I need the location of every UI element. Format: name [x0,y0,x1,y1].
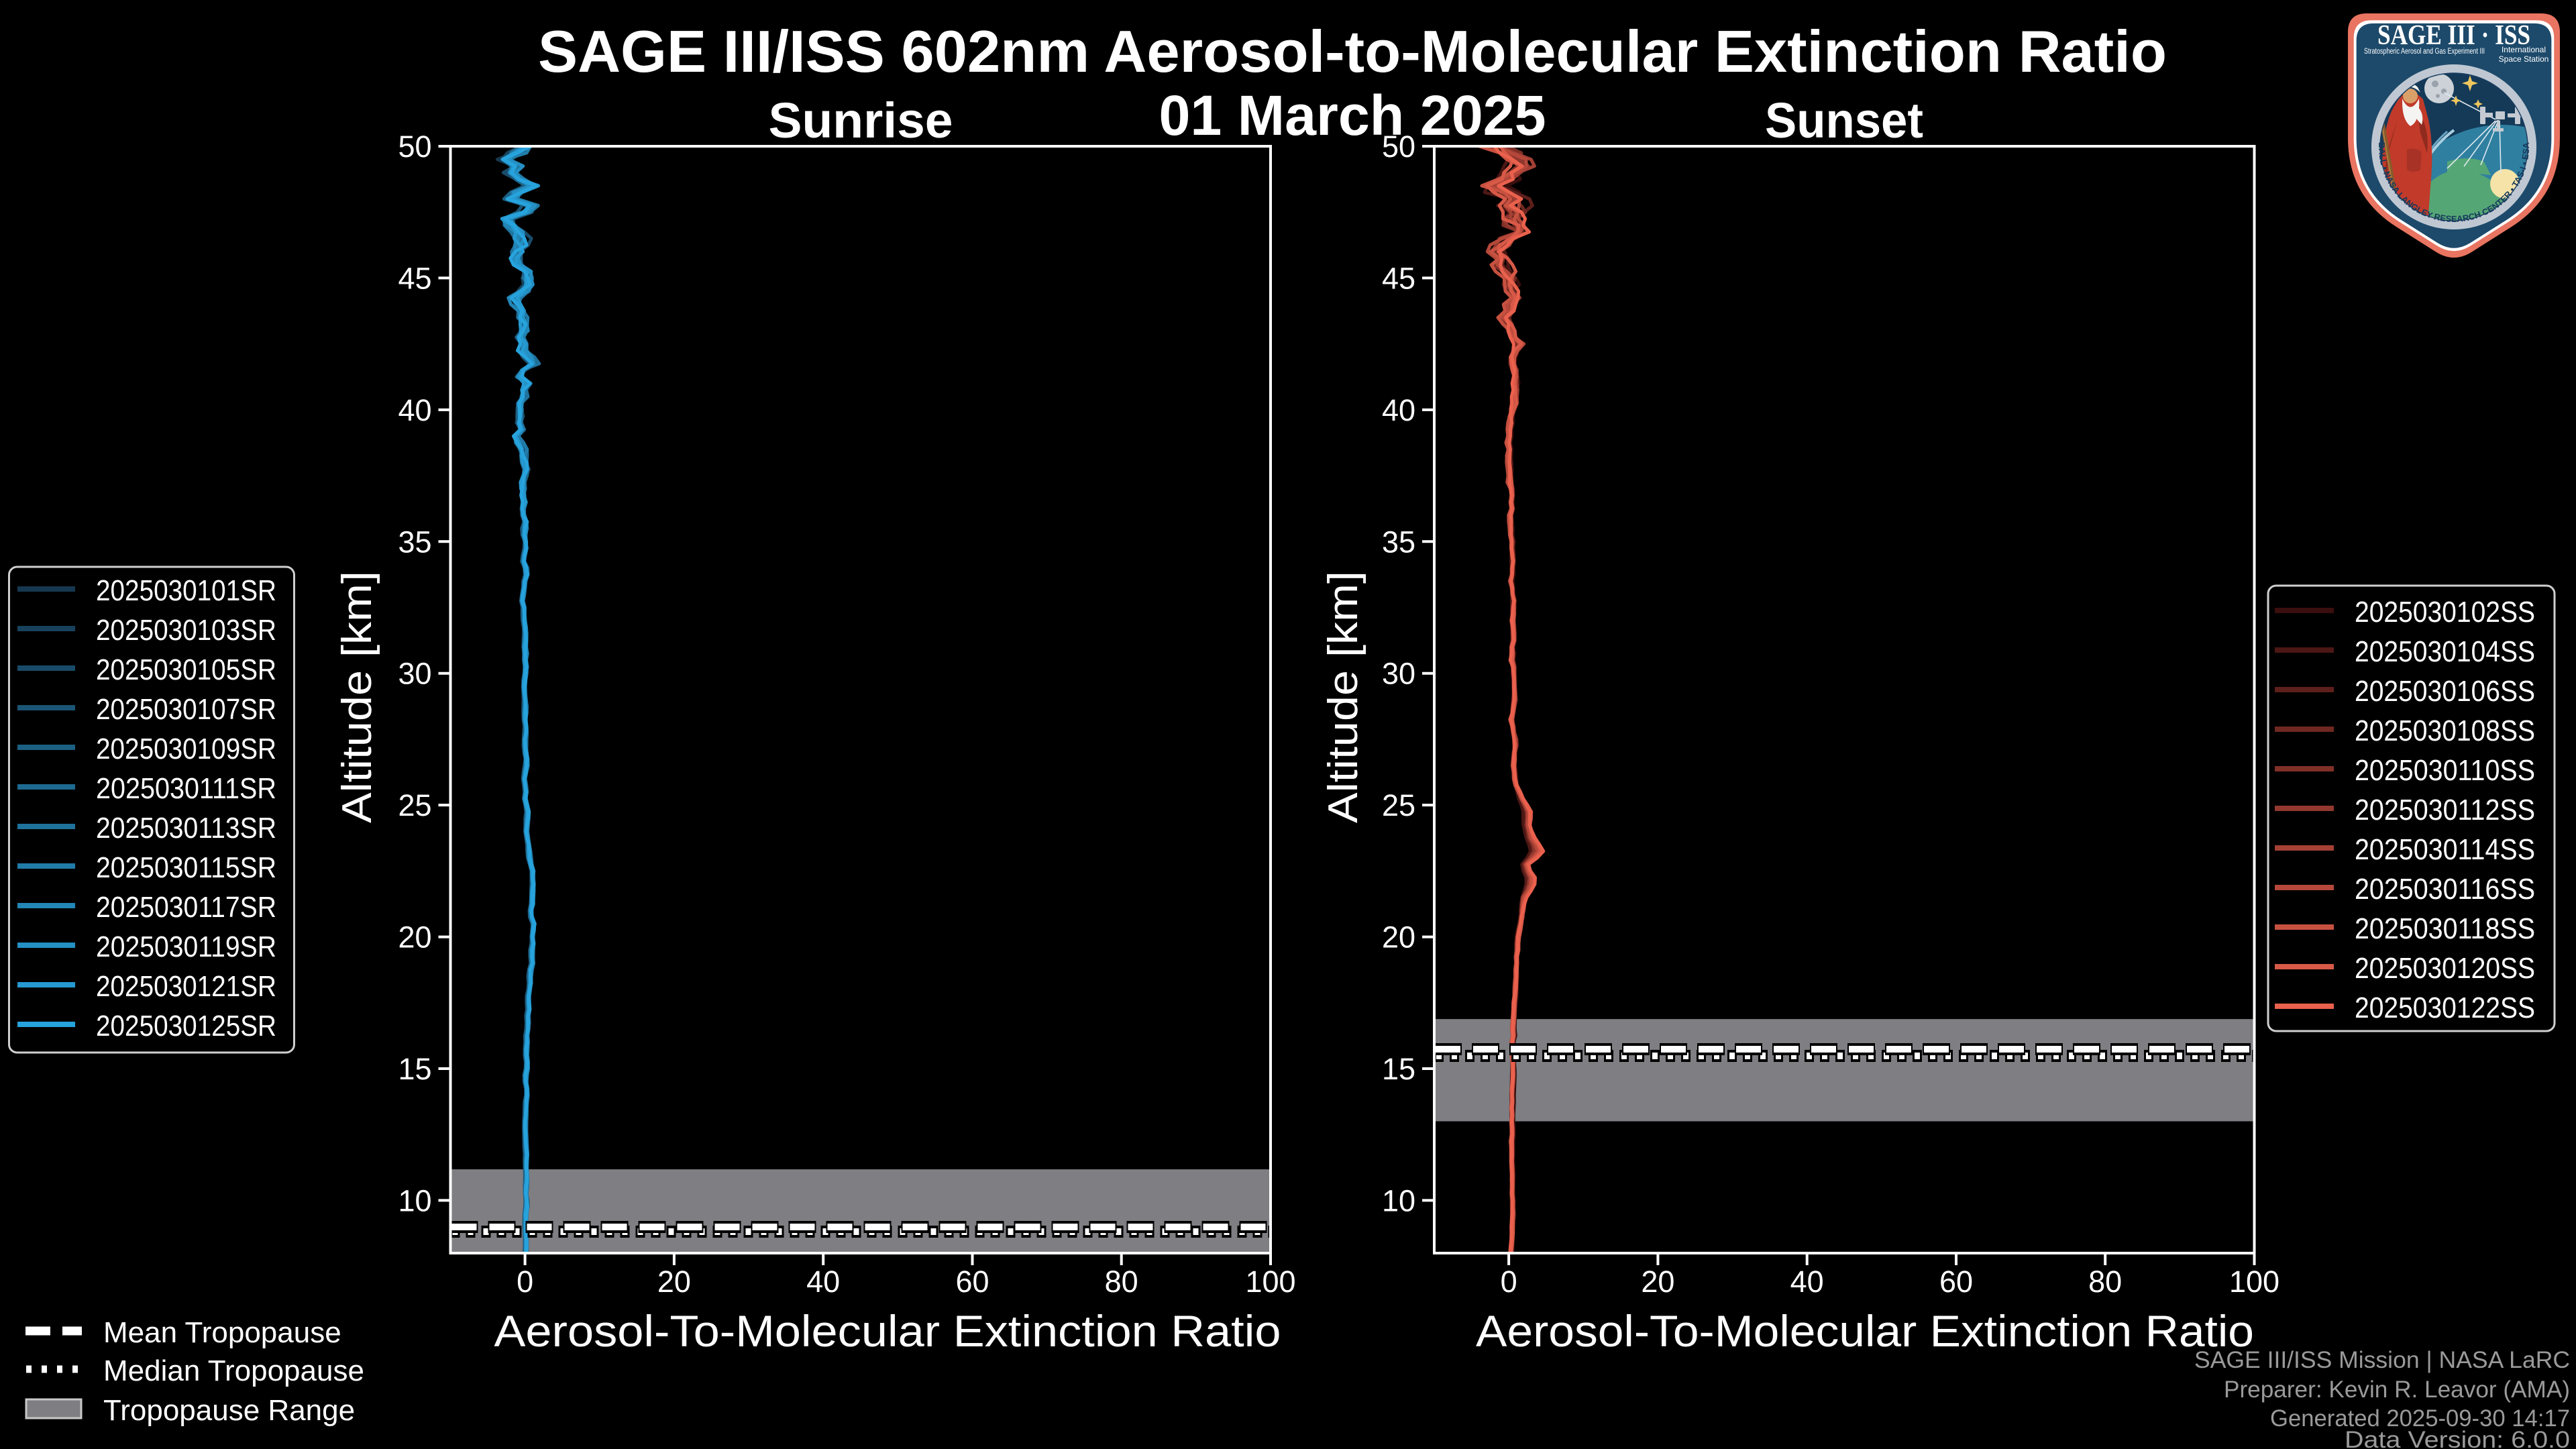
svg-text:2025030114SS: 2025030114SS [2355,833,2535,866]
svg-text:2025030106SS: 2025030106SS [2355,675,2535,708]
svg-text:2025030120SS: 2025030120SS [2355,952,2535,985]
svg-text:20: 20 [398,920,431,955]
svg-text:2025030121SR: 2025030121SR [96,970,276,1003]
svg-text:0: 0 [517,1265,533,1299]
svg-text:2025030116SS: 2025030116SS [2355,873,2535,906]
svg-text:01 March 2025: 01 March 2025 [1159,84,1546,147]
svg-text:Space Station: Space Station [2499,54,2549,64]
svg-text:Sunrise: Sunrise [769,93,953,148]
svg-text:Altitude [km]: Altitude [km] [334,571,380,823]
svg-text:100: 100 [1245,1265,1295,1299]
svg-text:2025030104SS: 2025030104SS [2355,635,2535,668]
svg-text:35: 35 [1382,525,1415,559]
svg-text:30: 30 [398,657,431,691]
svg-text:Aerosol-To-Molecular Extinctio: Aerosol-To-Molecular Extinction Ratio [1476,1306,2254,1356]
svg-text:2025030119SR: 2025030119SR [96,930,276,963]
svg-text:45: 45 [1382,261,1415,295]
svg-text:Data Version: 6.0.0: Data Version: 6.0.0 [2345,1427,2570,1449]
svg-text:25: 25 [398,788,431,822]
svg-text:2025030108SS: 2025030108SS [2355,714,2535,747]
svg-text:60: 60 [955,1265,989,1299]
svg-text:Median Tropopause: Median Tropopause [103,1354,364,1387]
svg-text:2025030103SR: 2025030103SR [96,614,276,647]
svg-text:SAGE III/ISS Mission | NASA La: SAGE III/ISS Mission | NASA LaRC [2194,1347,2570,1373]
svg-text:Stratospheric Aerosol and Gas: Stratospheric Aerosol and Gas Experiment… [2364,48,2485,56]
svg-text:40: 40 [1382,393,1415,427]
svg-text:2025030107SR: 2025030107SR [96,693,276,726]
svg-text:2025030112SS: 2025030112SS [2355,794,2535,826]
svg-text:40: 40 [1790,1265,1824,1299]
svg-text:20: 20 [657,1265,691,1299]
svg-text:45: 45 [398,261,431,295]
svg-text:International: International [2502,45,2546,54]
svg-text:50: 50 [1382,129,1415,164]
svg-text:15: 15 [1382,1052,1415,1086]
svg-text:25: 25 [1382,788,1415,822]
svg-text:2025030110SS: 2025030110SS [2355,754,2535,787]
svg-text:2025030111SR: 2025030111SR [96,772,276,805]
svg-text:15: 15 [398,1052,431,1086]
svg-text:2025030102SS: 2025030102SS [2355,596,2535,629]
svg-text:10: 10 [1382,1183,1415,1218]
svg-text:2025030122SS: 2025030122SS [2355,991,2535,1024]
svg-text:60: 60 [1939,1265,1973,1299]
svg-text:Tropopause Range: Tropopause Range [103,1394,355,1427]
svg-text:35: 35 [398,525,431,559]
svg-text:Generated 2025-09-30 14:17: Generated 2025-09-30 14:17 [2270,1405,2570,1432]
svg-text:20: 20 [1382,920,1415,955]
svg-text:2025030105SR: 2025030105SR [96,653,276,686]
svg-text:2025030115SR: 2025030115SR [96,851,276,884]
svg-text:2025030117SR: 2025030117SR [96,891,276,924]
svg-text:20: 20 [1641,1265,1674,1299]
svg-text:30: 30 [1382,657,1415,691]
svg-text:SAGE III · ISS: SAGE III · ISS [2377,20,2530,51]
svg-text:2025030109SR: 2025030109SR [96,733,276,765]
svg-text:100: 100 [2229,1265,2279,1299]
svg-text:80: 80 [1105,1265,1138,1299]
svg-text:40: 40 [806,1265,840,1299]
svg-text:Preparer: Kevin R. Leavor (AMA: Preparer: Kevin R. Leavor (AMA) [2224,1377,2570,1403]
svg-text:SAGE III/ISS 602nm Aerosol-to-: SAGE III/ISS 602nm Aerosol-to-Molecular … [538,18,2167,85]
svg-text:2025030101SR: 2025030101SR [96,574,276,607]
svg-text:Aerosol-To-Molecular Extinctio: Aerosol-To-Molecular Extinction Ratio [494,1306,1281,1356]
svg-text:2025030118SS: 2025030118SS [2355,912,2535,945]
svg-text:2025030113SR: 2025030113SR [96,812,276,845]
svg-text:Altitude [km]: Altitude [km] [1320,571,1366,823]
svg-text:50: 50 [398,129,431,164]
svg-text:2025030125SR: 2025030125SR [96,1010,276,1042]
svg-text:Sunset: Sunset [1765,93,1923,148]
svg-text:40: 40 [398,393,431,427]
svg-text:0: 0 [1501,1265,1517,1299]
svg-text:80: 80 [2088,1265,2122,1299]
svg-text:Mean Tropopause: Mean Tropopause [103,1316,341,1349]
svg-text:10: 10 [398,1183,431,1218]
